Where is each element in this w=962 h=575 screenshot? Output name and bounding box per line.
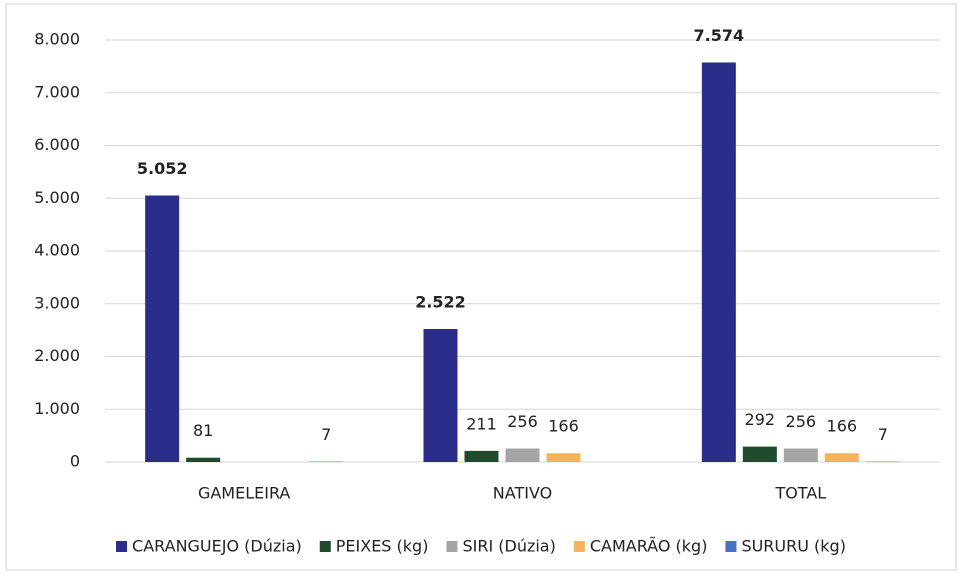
data-label: 7 <box>321 425 331 444</box>
data-label: 7.574 <box>694 26 745 45</box>
y-tick-label: 7.000 <box>34 82 80 101</box>
data-label: 7 <box>878 425 888 444</box>
data-label: 5.052 <box>137 159 188 178</box>
legend-swatch <box>319 541 331 552</box>
y-tick-label: 5.000 <box>34 188 80 207</box>
legend-swatch <box>116 541 128 552</box>
data-label: 256 <box>507 412 538 431</box>
data-label: 2.522 <box>415 292 466 311</box>
bar <box>783 448 818 462</box>
data-label: 292 <box>745 410 776 429</box>
x-tick-label: NATIVO <box>493 484 552 503</box>
bar <box>546 453 581 462</box>
legend-label: CAMARÃO (kg) <box>590 537 708 556</box>
data-label: 166 <box>548 417 579 436</box>
y-tick-label: 1.000 <box>34 399 80 418</box>
legend-swatch <box>573 541 585 552</box>
data-label: 256 <box>786 412 817 431</box>
y-tick-label: 3.000 <box>34 293 80 312</box>
y-tick-label: 2.000 <box>34 346 80 365</box>
legend-label: CARANGUEJO (Dúzia) <box>132 537 302 556</box>
legend-label: SURURU (kg) <box>741 537 846 556</box>
y-tick-label: 8.000 <box>34 30 80 49</box>
y-tick-label: 6.000 <box>34 135 80 154</box>
y-tick-label: 4.000 <box>34 241 80 260</box>
x-tick-label: TOTAL <box>774 484 826 503</box>
x-tick-label: GAMELEIRA <box>198 484 290 503</box>
data-label: 211 <box>466 414 497 433</box>
y-tick-label: 0 <box>70 452 80 471</box>
legend-label: SIRI (Dúzia) <box>462 537 555 556</box>
bar <box>824 453 859 462</box>
bar <box>701 62 736 463</box>
bar <box>145 195 180 462</box>
bar <box>464 450 499 462</box>
bar <box>186 457 221 462</box>
bar <box>742 446 777 462</box>
legend-swatch <box>446 541 458 552</box>
data-label: 81 <box>193 421 213 440</box>
bar <box>505 448 540 462</box>
legend-label: PEIXES (kg) <box>336 537 429 556</box>
data-label: 166 <box>827 417 858 436</box>
bar <box>423 328 458 462</box>
legend-swatch <box>725 541 737 552</box>
